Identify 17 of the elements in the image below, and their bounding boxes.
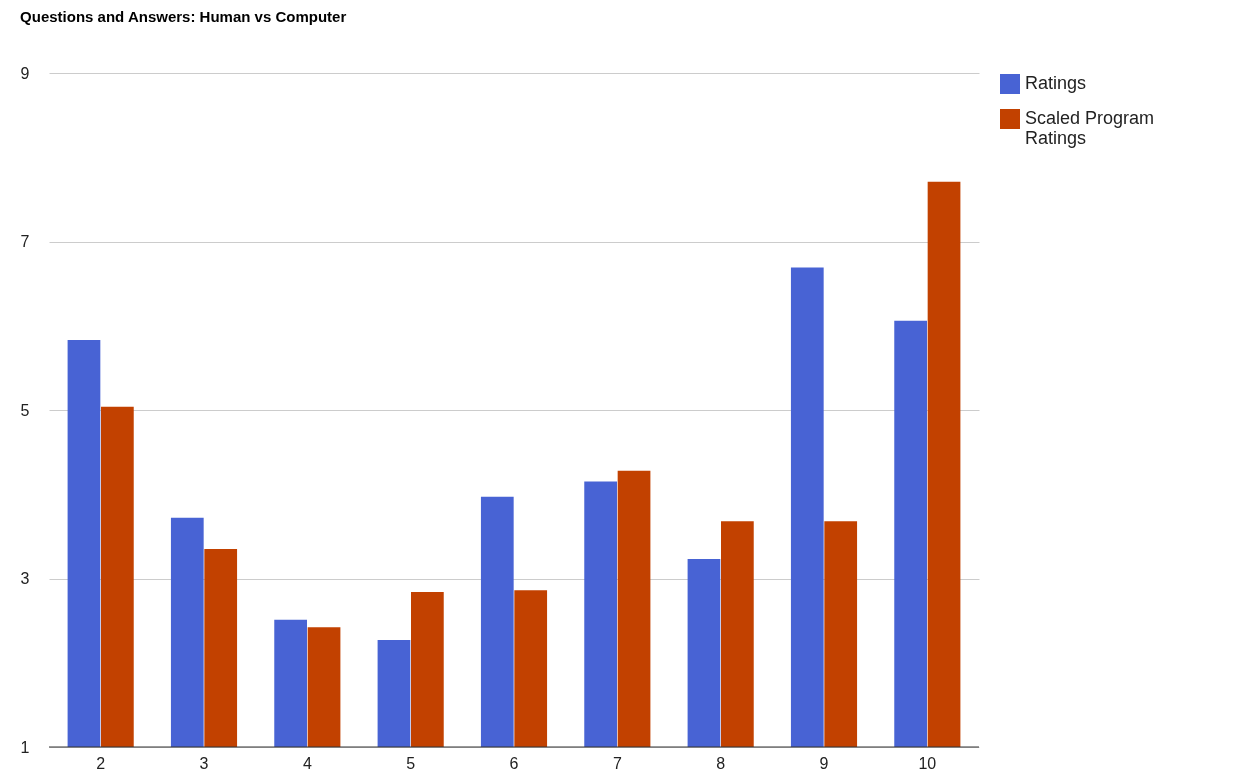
- y-tick-label: 1: [20, 738, 30, 756]
- y-tick-label: 5: [20, 401, 30, 419]
- y-tick-label: 3: [20, 570, 30, 587]
- x-tick-label: 5: [406, 754, 416, 772]
- x-tick-label: 3: [199, 754, 209, 772]
- x-tick-label: 4: [302, 754, 312, 772]
- x-tick-label: 9: [819, 754, 829, 772]
- legend-label: Ratings: [1025, 73, 1087, 93]
- x-tick-label: 2: [96, 754, 106, 772]
- y-tick-label: 9: [20, 64, 30, 82]
- x-tick-label: 7: [612, 754, 622, 772]
- x-tick-label: 6: [509, 754, 519, 772]
- x-tick-label: 8: [716, 754, 726, 772]
- chart-title: Questions and Answers: Human vs Computer: [20, 8, 347, 25]
- x-tick-label: 10: [918, 754, 937, 772]
- y-tick-label: 7: [20, 233, 30, 250]
- legend-label: Scaled Program Ratings: [1025, 108, 1155, 148]
